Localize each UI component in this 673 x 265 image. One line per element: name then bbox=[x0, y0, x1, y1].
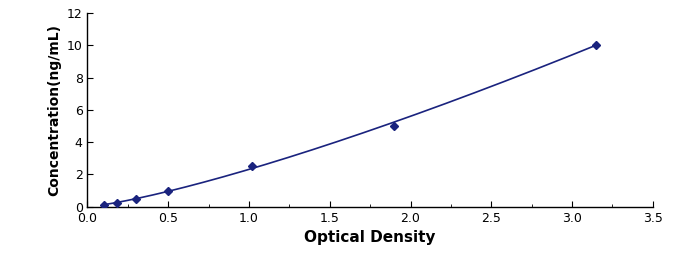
Y-axis label: Concentration(ng/mL): Concentration(ng/mL) bbox=[47, 24, 61, 196]
X-axis label: Optical Density: Optical Density bbox=[304, 230, 436, 245]
